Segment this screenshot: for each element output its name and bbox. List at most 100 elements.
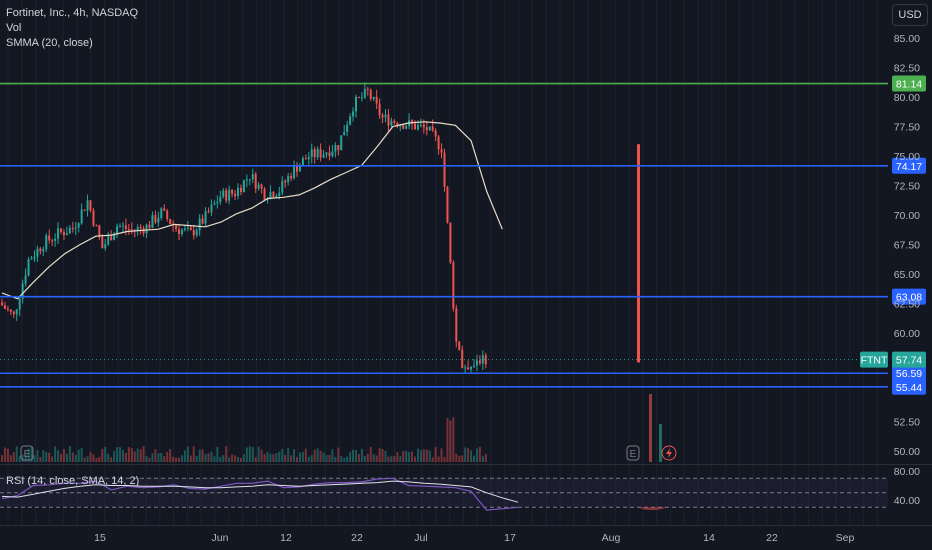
- volume-bar: [293, 449, 296, 462]
- price-tick-label: 82.50: [894, 63, 920, 75]
- volume-bar: [310, 455, 313, 462]
- level-price-tag: [892, 365, 926, 382]
- volume-bars: [1, 394, 662, 462]
- candle-body: [216, 201, 219, 204]
- candle-body: [175, 225, 178, 230]
- candle-body: [151, 215, 154, 228]
- candle-body: [242, 180, 245, 192]
- volume-bar: [101, 448, 104, 462]
- volume-bar: [160, 452, 163, 462]
- candle-body: [378, 103, 381, 116]
- volume-bar: [478, 446, 481, 462]
- candle-body: [3, 305, 6, 309]
- volume-bar: [92, 454, 95, 462]
- candle-body: [481, 355, 484, 364]
- volume-bar: [151, 453, 154, 462]
- volume-bar: [481, 455, 484, 462]
- candle-body: [366, 88, 369, 91]
- candle-body: [116, 226, 119, 235]
- volume-bar: [287, 447, 290, 462]
- candle-body: [458, 341, 461, 350]
- volume-bar: [89, 452, 92, 462]
- candle-body: [127, 228, 130, 230]
- candle-body: [239, 187, 242, 192]
- volume-bar: [172, 456, 175, 462]
- candle-body: [387, 114, 390, 126]
- candles[interactable]: [1, 82, 640, 374]
- volume-bar: [51, 456, 54, 462]
- volume-bar: [298, 452, 301, 462]
- rsi-line: [1, 477, 519, 511]
- candle-body: [195, 230, 198, 236]
- volume-bar: [266, 451, 269, 462]
- candle-body: [71, 228, 74, 230]
- price-tick-label: 80.00: [894, 92, 920, 104]
- level-price-label: 74.17: [896, 161, 922, 173]
- candle-body: [80, 209, 83, 224]
- volume-bar: [290, 455, 293, 462]
- candle-body: [136, 226, 139, 231]
- time-axis[interactable]: 15 Jun 12 22 Jul 17 Aug 14 22 Sep: [94, 532, 854, 544]
- price-tick-label: 70.00: [894, 210, 920, 222]
- price-axis[interactable]: 85.00 82.50 80.00 77.50 75.00 72.50 70.00 67.50…: [894, 33, 920, 507]
- candle-body: [425, 127, 428, 131]
- candle-body: [18, 298, 21, 310]
- candle-body: [45, 235, 48, 250]
- candle-body: [33, 256, 36, 259]
- candle-body: [375, 96, 378, 104]
- volume-bar: [110, 457, 113, 462]
- candle-body: [24, 275, 27, 284]
- level-price-tag: [892, 378, 926, 395]
- candle-body: [393, 120, 396, 123]
- volume-bar: [139, 449, 142, 462]
- volume-bar: [352, 449, 355, 462]
- candle-body: [422, 124, 425, 128]
- candle-body: [245, 179, 248, 181]
- candle-body: [355, 96, 357, 112]
- candle-body: [260, 184, 263, 189]
- candle-body: [60, 228, 62, 232]
- volume-bar: [475, 448, 478, 462]
- volume-bar: [278, 451, 281, 462]
- candle-body: [201, 218, 204, 224]
- grid: [7, 0, 878, 525]
- volume-bar: [360, 448, 363, 462]
- volume-bar: [234, 455, 237, 462]
- volume-bar: [201, 449, 204, 462]
- volume-bar: [9, 455, 12, 462]
- candle-body: [293, 165, 296, 179]
- volume-bar: [449, 420, 452, 462]
- candle-body: [431, 126, 434, 131]
- volume-bar: [248, 446, 251, 462]
- volume-bar: [452, 417, 455, 462]
- candle-body: [9, 309, 12, 312]
- earnings-icon-glyph: E: [24, 449, 31, 460]
- volume-bar: [384, 450, 387, 462]
- candle-body: [464, 367, 467, 369]
- candle-body: [290, 175, 293, 179]
- horizontal-levels[interactable]: 81.14 74.17 63.08 56.59 55.44 FTNT 57.74: [0, 75, 926, 395]
- candle-body: [237, 187, 239, 196]
- volume-bar: [239, 457, 242, 462]
- volume-bar: [263, 454, 266, 462]
- volume-bar: [328, 455, 331, 462]
- volume-bar: [443, 456, 446, 462]
- candle-body: [62, 231, 65, 236]
- price-tick-label: 50.00: [894, 446, 920, 458]
- rsi-pane: [0, 477, 888, 511]
- pane-separator[interactable]: [0, 464, 932, 465]
- volume-bar: [372, 454, 375, 462]
- candle-body: [419, 124, 422, 126]
- candle-body: [402, 124, 405, 129]
- candle-body: [470, 366, 473, 370]
- last-price-label: 57.74: [896, 355, 922, 367]
- volume-bar: [455, 453, 458, 462]
- candle-body: [213, 203, 216, 205]
- candle-body: [275, 195, 278, 198]
- candle-body: [39, 248, 42, 252]
- candle-body: [107, 236, 110, 245]
- price-tick-label: 60.00: [894, 328, 920, 340]
- rsi-oversold-fill: [638, 507, 668, 511]
- currency-button[interactable]: USD: [892, 4, 928, 26]
